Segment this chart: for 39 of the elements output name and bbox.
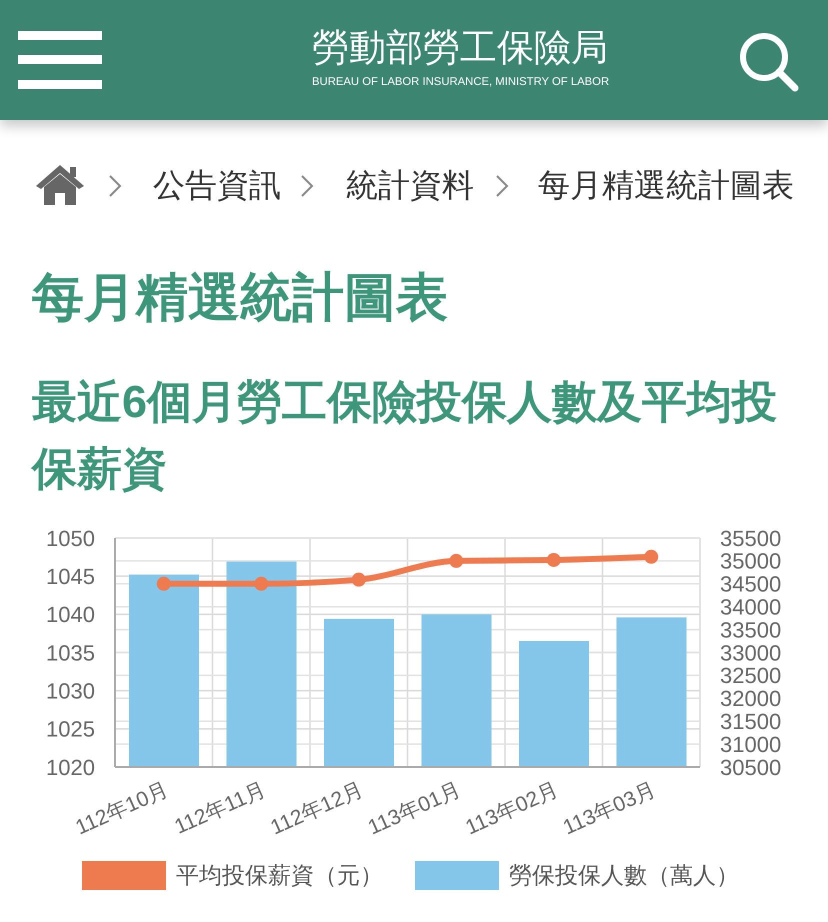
x-tick-label: 113年02月 [462,778,562,840]
point [352,572,366,587]
y-tick-label: 1030 [46,678,95,704]
y2-tick-label: 34000 [720,594,782,620]
y2-tick-label: 33500 [720,617,782,642]
y2-tick-label: 30500 [720,754,782,780]
chart-subtitle: 每月精選統計圖表 [32,268,448,329]
y2-tick-label: 31000 [720,732,782,757]
y2-tick-label: 33000 [720,640,782,666]
x-tick-label: 112年12月 [267,778,367,840]
point [254,576,268,591]
legend-label: 平均投保薪資（元） [176,861,383,890]
y2-tick-label: 32500 [720,663,782,688]
text: 公告資訊 [153,166,281,204]
y-tick-label: 1035 [46,640,95,666]
point [449,554,464,568]
y-tick-label: 1040 [46,602,95,628]
x-tick-label: 113年03月 [560,778,660,840]
y2-tick-label: 35000 [720,548,782,574]
y-tick-label: 1020 [46,754,95,780]
x-tick-label: 112年10月 [72,778,172,840]
y-tick-label: 1050 [46,526,95,551]
y2-tick-label: 32000 [720,686,782,712]
legend-label: 勞保投保人數（萬人） [509,861,739,890]
y2-tick-label: 34500 [720,572,782,597]
text: 每月精選統計圖表 [538,166,794,204]
point [546,552,561,567]
y-tick-label: 1045 [46,564,95,589]
y-tick-label: 1025 [46,716,95,742]
x-tick-label: 113年01月 [364,778,464,840]
text: 統計資料 [346,166,474,204]
x-tick-label: 112年11月 [171,778,270,839]
y2-tick-label: 35500 [720,526,782,551]
point [644,550,658,564]
chart-title: 最近6個月勞工保險投保人數及平均投保薪資 [32,375,778,496]
point [156,576,171,591]
text: 勞動部勞工保險局 [312,26,608,70]
text: BUREAU OF LABOR INSURANCE, MINISTRY OF LABOR [312,75,610,90]
y2-tick-label: 31500 [720,709,782,734]
